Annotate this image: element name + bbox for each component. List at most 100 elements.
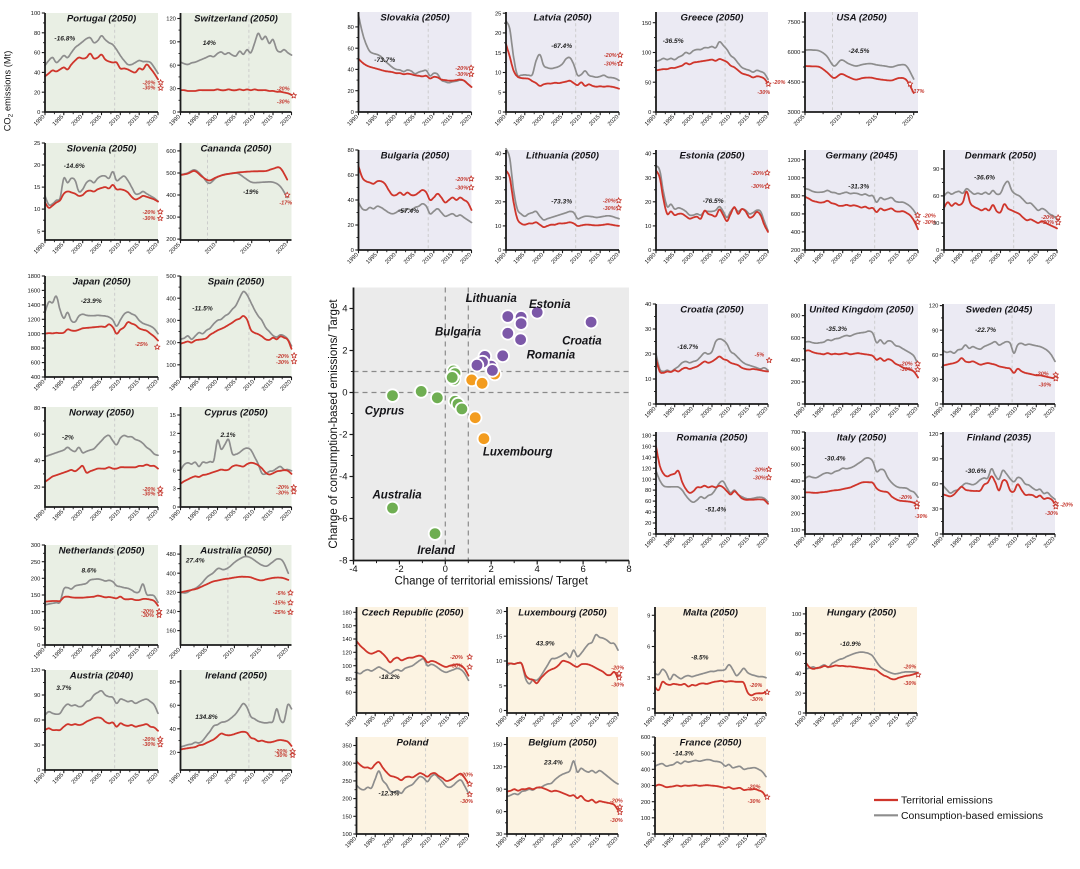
svg-text:134.8%: 134.8% bbox=[195, 714, 218, 721]
svg-text:Greece (2050): Greece (2050) bbox=[681, 13, 744, 24]
svg-text:0: 0 bbox=[351, 248, 354, 254]
svg-text:500: 500 bbox=[641, 751, 651, 757]
svg-text:-30%: -30% bbox=[903, 681, 916, 687]
svg-text:-14.6%: -14.6% bbox=[64, 163, 85, 170]
svg-text:-20%: -20% bbox=[603, 199, 616, 205]
svg-text:160: 160 bbox=[642, 444, 652, 450]
svg-text:Territorial emissions: Territorial emissions bbox=[901, 796, 993, 807]
svg-text:100: 100 bbox=[641, 816, 651, 822]
svg-text:-20%: -20% bbox=[748, 784, 761, 790]
svg-text:40: 40 bbox=[34, 71, 40, 77]
svg-text:Romania (2050): Romania (2050) bbox=[677, 433, 748, 444]
svg-text:USA (2050): USA (2050) bbox=[836, 13, 886, 24]
svg-text:200: 200 bbox=[641, 800, 651, 806]
svg-text:30: 30 bbox=[645, 327, 651, 333]
svg-text:-35.3%: -35.3% bbox=[826, 326, 847, 333]
svg-text:-30%: -30% bbox=[141, 613, 154, 619]
svg-text:400: 400 bbox=[166, 296, 176, 302]
svg-text:700: 700 bbox=[791, 430, 801, 436]
svg-text:-20%: -20% bbox=[277, 87, 290, 93]
svg-text:-30.4%: -30.4% bbox=[825, 456, 846, 463]
svg-text:6000: 6000 bbox=[787, 50, 800, 56]
svg-text:10: 10 bbox=[496, 659, 502, 665]
svg-text:2: 2 bbox=[489, 564, 494, 575]
svg-text:600: 600 bbox=[166, 149, 176, 155]
svg-text:-2%: -2% bbox=[62, 435, 74, 442]
svg-text:-10.9%: -10.9% bbox=[840, 641, 861, 648]
svg-text:90: 90 bbox=[932, 457, 938, 463]
svg-text:5: 5 bbox=[37, 229, 40, 235]
svg-text:20: 20 bbox=[645, 521, 651, 527]
svg-text:-20%: -20% bbox=[923, 213, 936, 219]
svg-text:60: 60 bbox=[645, 499, 651, 505]
svg-text:Japan (2050): Japan (2050) bbox=[72, 277, 130, 288]
svg-text:-20%: -20% bbox=[143, 210, 156, 216]
svg-text:-14.3%: -14.3% bbox=[673, 750, 694, 757]
svg-text:France (2050): France (2050) bbox=[680, 738, 742, 749]
svg-text:-30%: -30% bbox=[143, 491, 156, 497]
svg-text:30: 30 bbox=[495, 176, 501, 182]
svg-text:200: 200 bbox=[166, 341, 176, 347]
svg-text:-30%: -30% bbox=[610, 818, 623, 824]
svg-text:50: 50 bbox=[645, 80, 651, 86]
svg-text:-20%: -20% bbox=[1060, 502, 1073, 508]
svg-text:-20%: -20% bbox=[900, 361, 913, 367]
svg-text:-30%: -30% bbox=[900, 367, 913, 373]
svg-text:Cyprus: Cyprus bbox=[365, 406, 405, 418]
svg-text:-30%: -30% bbox=[915, 514, 928, 520]
svg-text:-30%: -30% bbox=[455, 186, 468, 192]
svg-text:40: 40 bbox=[645, 152, 651, 158]
svg-text:Poland: Poland bbox=[397, 738, 430, 749]
svg-text:-30%: -30% bbox=[455, 72, 468, 78]
svg-text:4: 4 bbox=[535, 564, 540, 575]
svg-text:1000: 1000 bbox=[27, 332, 40, 338]
svg-text:-30%: -30% bbox=[1041, 220, 1054, 226]
svg-text:Latvia (2050): Latvia (2050) bbox=[533, 13, 591, 24]
svg-text:1400: 1400 bbox=[27, 303, 40, 309]
svg-text:100: 100 bbox=[31, 610, 41, 616]
svg-text:Italy (2050): Italy (2050) bbox=[837, 433, 887, 444]
svg-text:United Kingdom (2050): United Kingdom (2050) bbox=[809, 305, 913, 316]
svg-text:40: 40 bbox=[795, 672, 801, 678]
svg-text:120: 120 bbox=[342, 650, 352, 656]
svg-text:300: 300 bbox=[791, 495, 801, 501]
svg-text:2: 2 bbox=[342, 346, 347, 357]
svg-text:0: 0 bbox=[37, 110, 40, 116]
svg-text:-18.2%: -18.2% bbox=[379, 674, 400, 681]
svg-text:-67.4%: -67.4% bbox=[551, 43, 572, 50]
svg-text:120: 120 bbox=[642, 466, 652, 472]
svg-text:-5%: -5% bbox=[755, 353, 765, 359]
svg-text:15: 15 bbox=[495, 51, 501, 57]
svg-text:300: 300 bbox=[166, 215, 176, 221]
svg-text:-73.7%: -73.7% bbox=[374, 57, 395, 64]
svg-text:Sweden (2045): Sweden (2045) bbox=[966, 305, 1033, 316]
svg-text:60: 60 bbox=[795, 652, 801, 658]
svg-text:0: 0 bbox=[37, 643, 40, 649]
svg-text:400: 400 bbox=[166, 571, 176, 577]
svg-text:80: 80 bbox=[645, 488, 651, 494]
svg-text:0: 0 bbox=[443, 564, 448, 575]
svg-text:600: 600 bbox=[641, 735, 651, 741]
svg-text:0: 0 bbox=[647, 832, 650, 838]
svg-text:200: 200 bbox=[31, 576, 41, 582]
svg-text:0: 0 bbox=[797, 402, 800, 408]
svg-text:200: 200 bbox=[342, 797, 352, 803]
svg-text:-36.5%: -36.5% bbox=[663, 38, 684, 45]
svg-text:90: 90 bbox=[933, 167, 939, 173]
svg-text:Estonia (2050): Estonia (2050) bbox=[679, 151, 744, 162]
svg-text:60: 60 bbox=[347, 46, 353, 52]
svg-text:Germany (2045): Germany (2045) bbox=[826, 151, 898, 162]
svg-text:140: 140 bbox=[642, 455, 652, 461]
svg-text:-76.5%: -76.5% bbox=[703, 198, 724, 205]
svg-text:-8.5%: -8.5% bbox=[691, 655, 708, 662]
svg-text:Bulgaria (2050): Bulgaria (2050) bbox=[381, 151, 450, 162]
svg-text:30: 30 bbox=[932, 378, 938, 384]
svg-text:60: 60 bbox=[932, 353, 938, 359]
svg-text:0: 0 bbox=[935, 402, 938, 408]
svg-text:0: 0 bbox=[342, 388, 347, 399]
svg-text:-30%: -30% bbox=[143, 216, 156, 222]
svg-text:100: 100 bbox=[342, 664, 352, 670]
svg-text:1000: 1000 bbox=[787, 176, 800, 182]
svg-text:-20%: -20% bbox=[276, 485, 289, 491]
svg-text:3: 3 bbox=[173, 487, 176, 493]
